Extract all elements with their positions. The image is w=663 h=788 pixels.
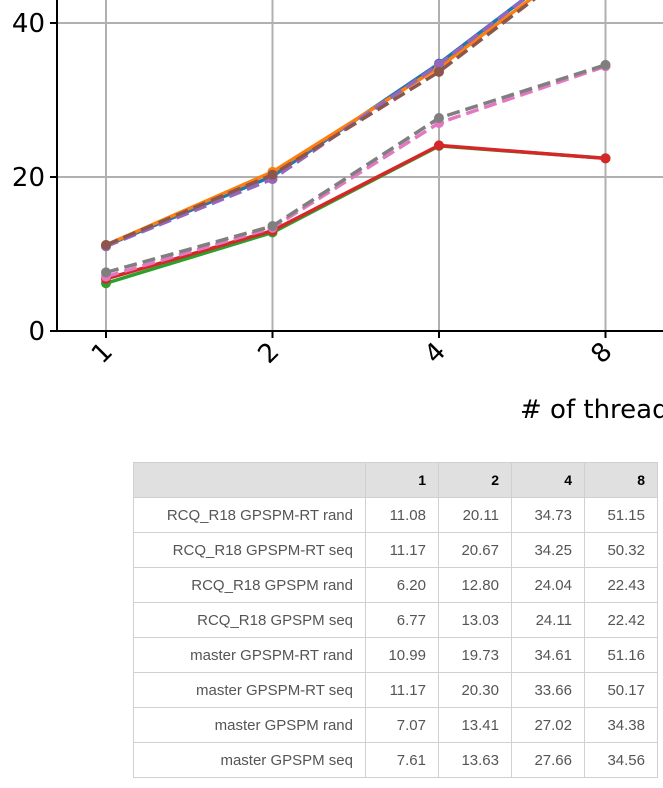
row-label: master GPSPM rand	[133, 707, 366, 743]
table-row: RCQ_R18 GPSPM rand 6.20 12.80 24.04 22.43	[133, 567, 658, 603]
series-line	[105, 0, 533, 247]
data-point	[434, 66, 444, 77]
row-label: RCQ_R18 GPSPM-RT seq	[133, 532, 366, 568]
table-header-cell: 2	[438, 462, 512, 498]
table-cell: 6.20	[365, 567, 439, 603]
table-row: RCQ_R18 GPSPM-RT rand 11.08 20.11 34.73 51.1…	[133, 497, 658, 533]
series-line	[105, 0, 527, 248]
data-table: 1 2 4 8 RCQ_R18 GPSPM-RT rand 11.08 20.11 34.73…	[133, 462, 658, 778]
table-row: RCQ_R18 GPSPM-RT seq 11.17 20.67 34.25 50.32	[133, 532, 658, 568]
series-line	[105, 64, 607, 279]
series-line	[105, 0, 536, 247]
table-cell: 13.41	[438, 707, 512, 743]
table-cell: 13.63	[438, 742, 512, 778]
x-tick-label: 2	[253, 337, 286, 370]
x-tick-label: 1	[86, 337, 119, 370]
data-point	[101, 239, 111, 250]
chart: # of threads 0 20 40 1 2 4 8	[12, 0, 663, 425]
table-cell: 11.17	[365, 672, 439, 708]
y-tick-label: 40	[12, 9, 45, 39]
data-point	[267, 169, 278, 180]
table-cell: 22.42	[584, 602, 658, 638]
data-point	[434, 59, 444, 70]
table-cell: 11.17	[365, 532, 439, 568]
table-cell: 7.07	[365, 707, 439, 743]
data-point	[434, 113, 444, 124]
table-cell: 6.77	[365, 602, 439, 638]
table-cell: 27.66	[511, 742, 585, 778]
table-cell: 7.61	[365, 742, 439, 778]
x-axis-label: # of threads	[520, 395, 663, 425]
table-cell: 34.56	[584, 742, 658, 778]
y-tick-label: 20	[12, 163, 45, 193]
table-cell: 27.02	[511, 707, 585, 743]
row-label: RCQ_R18 GPSPM-RT rand	[133, 497, 366, 533]
table-cell: 11.08	[365, 497, 439, 533]
data-point	[434, 140, 444, 151]
table-cell: 13.03	[438, 602, 512, 638]
row-label: master GPSPM seq	[133, 742, 366, 778]
table-cell: 51.16	[584, 637, 658, 673]
table-cell: 20.67	[438, 532, 512, 568]
table-cell: 50.17	[584, 672, 658, 708]
data-point	[600, 153, 611, 164]
table-cell: 34.25	[511, 532, 585, 568]
data-point	[267, 221, 278, 232]
table-row: RCQ_R18 GPSPM seq 6.77 13.03 24.11 22.42	[133, 602, 658, 638]
x-tick-label: 8	[586, 337, 619, 370]
table-header-cell: 4	[511, 462, 585, 498]
row-label: RCQ_R18 GPSPM seq	[133, 602, 366, 638]
table-cell: 51.15	[584, 497, 658, 533]
table-row: master GPSPM-RT seq 11.17 20.30 33.66 50.17	[133, 672, 658, 708]
series-line	[105, 63, 607, 275]
x-tick-label: 4	[419, 337, 452, 370]
table-header-cell: 1	[365, 462, 439, 498]
table-cell: 19.73	[438, 637, 512, 673]
table-cell: 24.04	[511, 567, 585, 603]
data-point	[101, 267, 111, 278]
data-table-container: 1 2 4 8 RCQ_R18 GPSPM-RT rand 11.08 20.11 34.73…	[133, 462, 663, 788]
table-cell: 20.11	[438, 497, 512, 533]
row-label: RCQ_R18 GPSPM rand	[133, 567, 366, 603]
table-cell: 20.30	[438, 672, 512, 708]
table-row: master GPSPM rand 7.07 13.41 27.02 34.38	[133, 707, 658, 743]
table-cell: 34.38	[584, 707, 658, 743]
y-tick-label: 0	[28, 317, 45, 347]
table-cell: 10.99	[365, 637, 439, 673]
table-row: master GPSPM seq 7.61 13.63 27.66 34.56	[133, 742, 658, 778]
table-cell: 50.32	[584, 532, 658, 568]
table-cell: 24.11	[511, 602, 585, 638]
data-point	[600, 59, 611, 70]
table-cell: 12.80	[438, 567, 512, 603]
table-header-cell	[133, 462, 366, 498]
table-cell: 34.73	[511, 497, 585, 533]
table-row: master GPSPM-RT rand 10.99 19.73 34.61 51.16	[133, 637, 658, 673]
row-label: master GPSPM-RT rand	[133, 637, 366, 673]
table-header-cell: 8	[584, 462, 658, 498]
row-label: master GPSPM-RT seq	[133, 672, 366, 708]
table-cell: 22.43	[584, 567, 658, 603]
table-cell: 34.61	[511, 637, 585, 673]
table-cell: 33.66	[511, 672, 585, 708]
series-line	[105, 143, 606, 281]
